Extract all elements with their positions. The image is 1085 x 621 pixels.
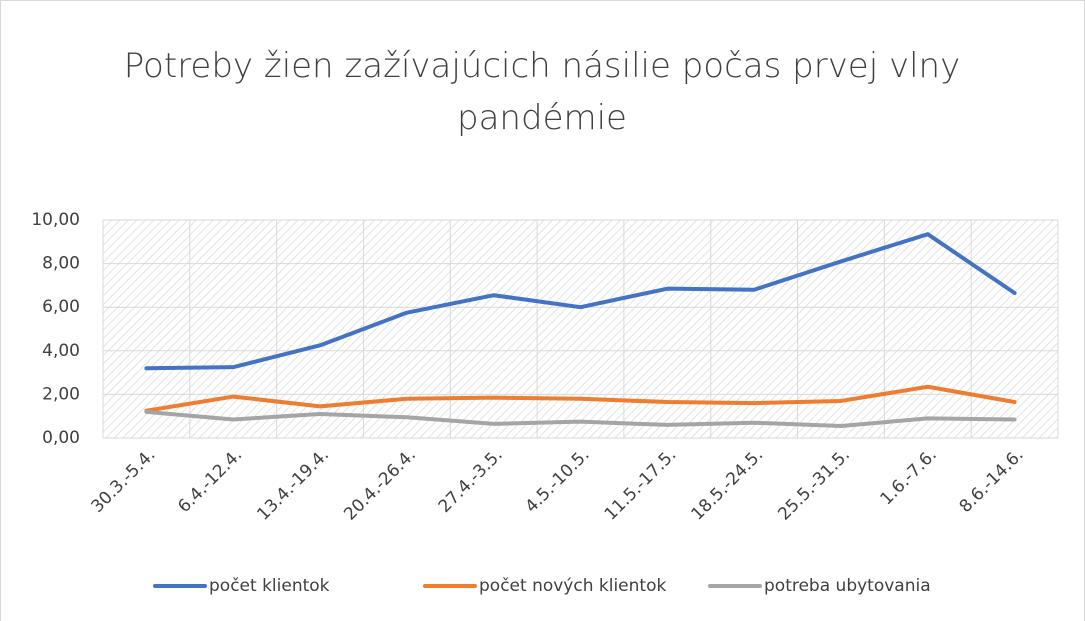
y-tick-label: 0,00 <box>42 428 80 448</box>
y-tick-label: 4,00 <box>42 341 80 361</box>
x-tick-label: 20.4.-26.4. <box>340 445 420 525</box>
y-tick-label: 10,00 <box>31 210 80 230</box>
x-tick-label: 11.5.-17.5. <box>601 445 681 525</box>
y-tick-label: 8,00 <box>42 254 80 274</box>
x-tick-label: 27.4.-3.5. <box>435 445 507 517</box>
legend-label: počet nových klientok <box>479 576 666 596</box>
legend-label: potreba ubytovania <box>764 576 931 596</box>
x-tick-label: 25.5.-31.5. <box>774 445 854 525</box>
series-line <box>144 232 1017 371</box>
series-line <box>144 384 1017 413</box>
y-tick-label: 2,00 <box>42 384 80 404</box>
x-tick-label: 1.6.-7.6. <box>876 445 940 509</box>
x-tick-label: 30.3.-5.4. <box>87 445 159 517</box>
x-tick-label: 18.5.-24.5. <box>688 445 768 525</box>
y-tick-label: 6,00 <box>42 297 80 317</box>
x-tick-label: 13.4.-19.4. <box>253 445 333 525</box>
legend-label: počet klientok <box>209 576 330 596</box>
chart-title: Potreby žien zažívajúcich násilie počas … <box>123 46 961 138</box>
series-line <box>144 409 1017 429</box>
x-tick-label: 8.6.-14.6. <box>956 445 1028 517</box>
plot-area <box>103 220 1058 438</box>
x-tick-label: 6.4.-12.4. <box>174 445 246 517</box>
x-tick-label: 4.5.-10.5. <box>522 445 594 517</box>
